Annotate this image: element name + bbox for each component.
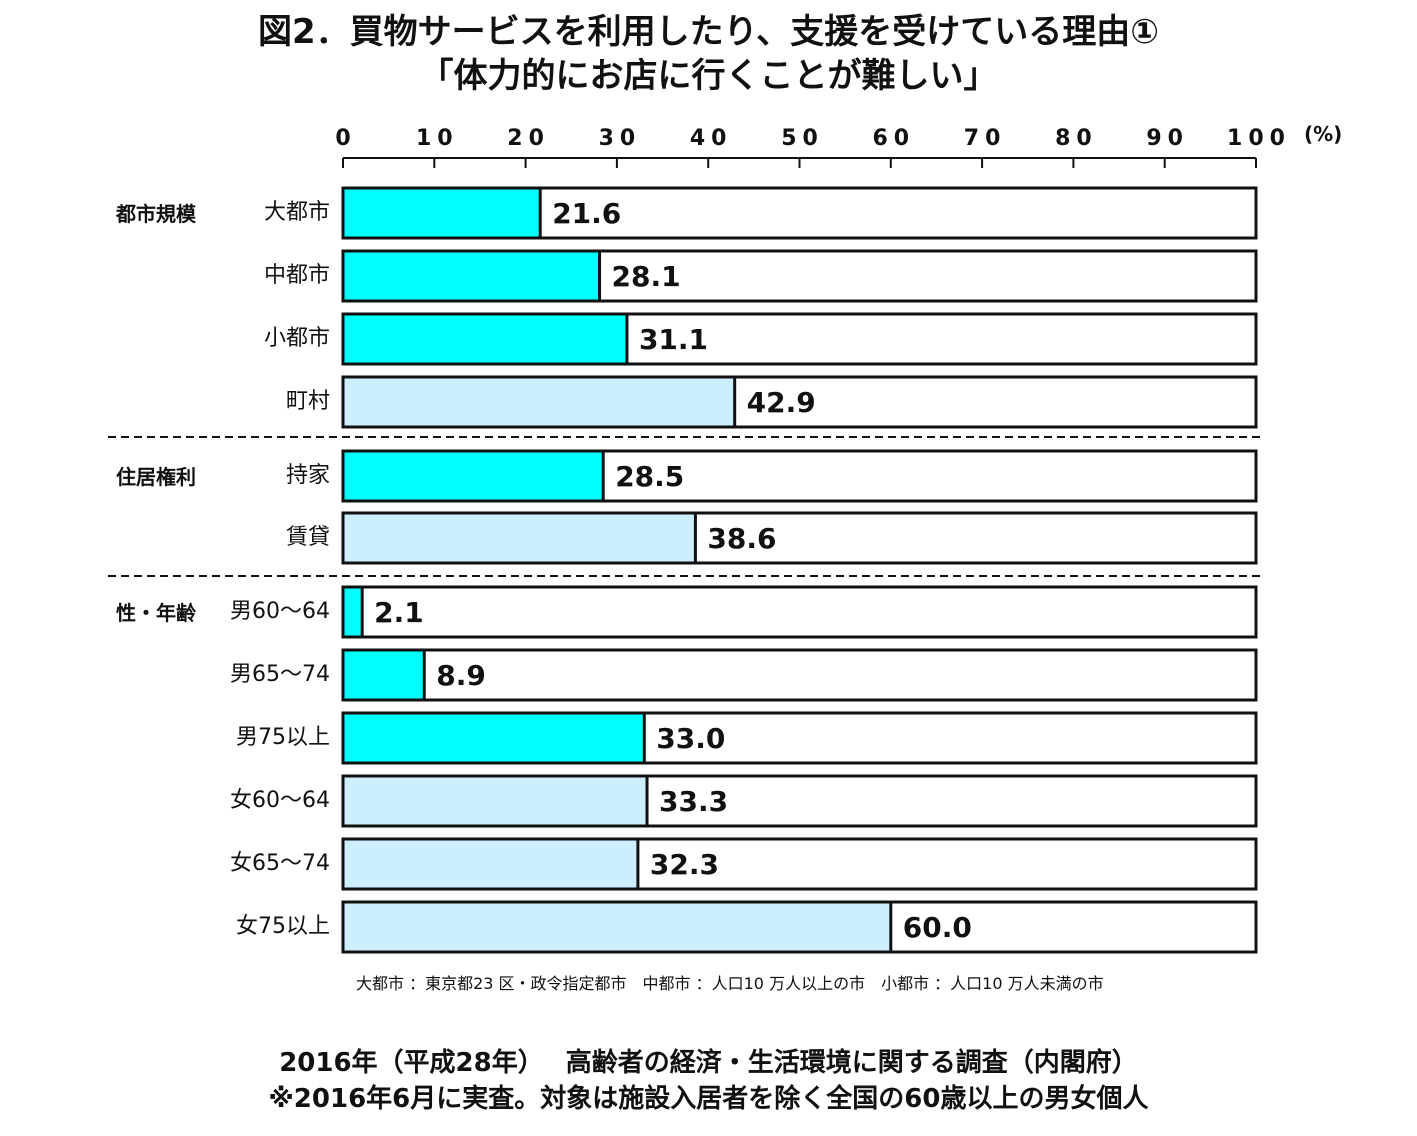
category-label: 女75以上	[236, 914, 330, 939]
source-line1: 2016年（平成28年） 高齢者の経済・生活環境に関する調査（内閣府）	[279, 1048, 1138, 1078]
x-tick-label: 10	[416, 126, 459, 151]
bar-value-label: 21.6	[552, 197, 621, 230]
x-tick-label: 40	[690, 126, 733, 151]
chart-title-line2: 「体力的にお店に行くことが難しい」	[419, 56, 998, 96]
x-tick-label: 30	[599, 126, 642, 151]
bar	[341, 648, 426, 702]
bar-value-label: 38.6	[707, 522, 776, 555]
x-tick-label: 0	[335, 126, 356, 151]
bar	[341, 711, 646, 765]
chart-title-line1: 図2．買物サービスを利用したり、支援を受けている理由①	[257, 12, 1160, 52]
category-label: 中都市	[264, 263, 330, 288]
bar	[341, 837, 640, 891]
bar	[341, 186, 542, 240]
x-tick-label: 70	[964, 126, 1007, 151]
category-label: 持家	[286, 463, 330, 488]
category-label: 男60～64	[230, 599, 330, 624]
category-label: 男65～74	[230, 662, 330, 687]
bar	[341, 585, 364, 639]
bar-value-label: 2.1	[374, 596, 424, 629]
bar-value-label: 60.0	[903, 911, 972, 944]
bar	[341, 449, 605, 503]
category-label: 小都市	[264, 326, 330, 351]
bar-value-label: 31.1	[639, 323, 708, 356]
bar	[341, 511, 697, 565]
x-tick-label: 90	[1146, 126, 1189, 151]
bar-value-label: 33.0	[656, 722, 725, 755]
category-label: 男75以上	[236, 725, 330, 750]
x-tick-label: 60	[872, 126, 915, 151]
bar	[341, 312, 629, 366]
bar	[341, 375, 737, 429]
bar	[341, 249, 602, 303]
bar	[341, 900, 893, 954]
group-label: 都市規模	[115, 202, 197, 226]
category-label: 女60～64	[230, 788, 330, 813]
bar-value-label: 28.5	[615, 460, 684, 493]
bar-track	[341, 585, 1258, 639]
group-label: 住居権利	[116, 465, 196, 489]
bar-value-label: 33.3	[659, 785, 728, 818]
source-line2: ※2016年6月に実査。対象は施設入居者を除く全国の60歳以上の男女個人	[268, 1084, 1149, 1114]
category-label: 女65～74	[230, 851, 330, 876]
group-label: 性・年齢	[116, 601, 197, 625]
category-label: 町村	[286, 389, 330, 414]
bar	[341, 774, 649, 828]
category-label: 大都市	[264, 200, 330, 225]
footnote: 大都市 ：東京都23 区・政令指定都市 中都市 ：人口10 万人以上の市 小都市…	[356, 974, 1104, 993]
category-label: 賃貸	[286, 525, 330, 550]
x-tick-label: 50	[781, 126, 824, 151]
bar-value-label: 28.1	[612, 260, 681, 293]
bar-track	[341, 648, 1258, 702]
x-axis-unit: (%)	[1304, 122, 1342, 146]
bar-value-label: 8.9	[436, 659, 486, 692]
x-tick-label: 100	[1227, 126, 1291, 151]
x-tick-label: 20	[507, 126, 550, 151]
x-tick-label: 80	[1055, 126, 1098, 151]
bar-value-label: 32.3	[650, 848, 719, 881]
bar-value-label: 42.9	[747, 386, 816, 419]
